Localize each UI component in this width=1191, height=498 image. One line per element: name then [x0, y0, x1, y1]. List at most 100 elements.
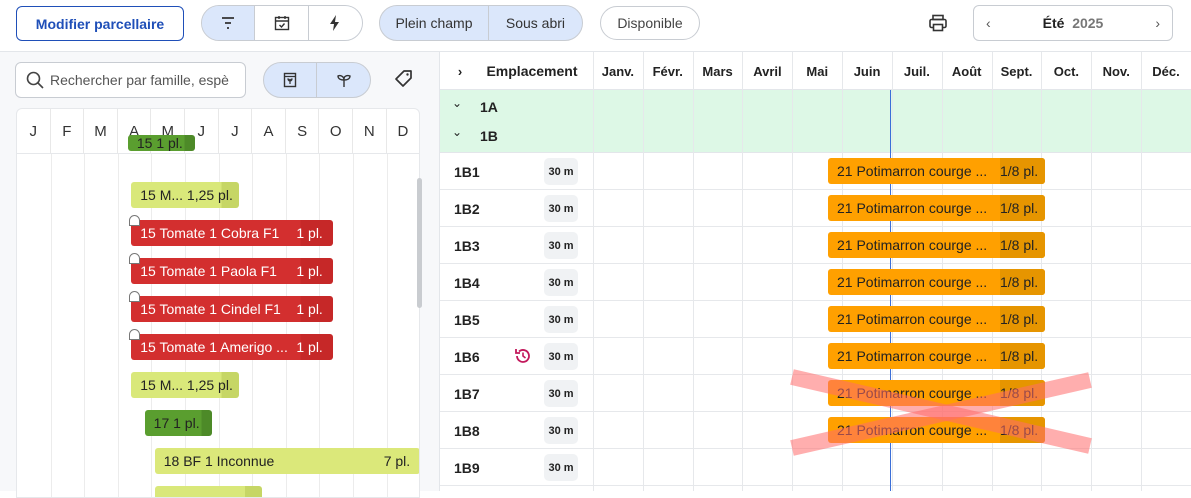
gridline — [792, 52, 793, 491]
month-header: Juil. — [892, 52, 942, 90]
seed-packet-icon[interactable] — [264, 63, 317, 97]
crop-bar[interactable]: 15 M... 1,25 pl. — [131, 372, 239, 398]
location-row[interactable]: 1B8 30 m 21 Potimarron courge ...1/8 pl. — [440, 412, 1191, 449]
crop-type-switch — [263, 62, 371, 98]
header-divider — [17, 153, 420, 154]
gridline — [643, 52, 644, 491]
location-name: 1B3 — [454, 227, 480, 264]
crop-bar[interactable]: 15 1 pl. — [128, 135, 195, 151]
group-1b[interactable]: 1B — [480, 128, 498, 144]
crop-block[interactable]: 21 Potimarron courge ...1/8 pl. — [828, 380, 1045, 406]
crop-block[interactable]: 21 Potimarron courge ...1/8 pl. — [828, 158, 1045, 184]
print-icon[interactable] — [928, 13, 948, 36]
month-header: A — [252, 109, 286, 153]
location-name: 1B7 — [454, 375, 480, 412]
next-season-button[interactable]: › — [1155, 15, 1160, 31]
location-row[interactable]: 1B2 30 m 21 Potimarron courge ...1/8 pl. — [440, 190, 1191, 227]
gridline — [1091, 52, 1092, 491]
location-row[interactable]: 1B5 30 m 21 Potimarron courge ...1/8 pl. — [440, 301, 1191, 338]
gridline — [353, 153, 354, 497]
crop-bar[interactable]: 15 Tomate 1 Amerigo ...1 pl. — [131, 334, 333, 360]
prev-season-button[interactable]: ‹ — [986, 15, 991, 31]
crop-block[interactable]: 21 Potimarron courge ...1/8 pl. — [828, 232, 1045, 258]
crop-block[interactable]: 21 Potimarron courge ...1/8 pl. — [828, 343, 1045, 369]
location-size: 30 m — [544, 195, 578, 222]
crop-block[interactable]: 21 Potimarron courge ...1/8 pl. — [828, 195, 1045, 221]
scrollbar[interactable] — [417, 178, 422, 308]
crop-qty: 1/8 pl. — [1000, 232, 1045, 258]
shelter-icon — [129, 329, 140, 340]
environment-switch: Plein champ Sous abri — [379, 5, 583, 41]
gridline — [387, 153, 388, 497]
crop-block[interactable]: 21 Potimarron courge ...1/8 pl. — [828, 306, 1045, 332]
sous-abri-toggle[interactable]: Sous abri — [489, 6, 582, 40]
calendar-check-icon[interactable] — [255, 6, 308, 40]
season-label: Été — [1043, 15, 1065, 31]
gridline — [593, 52, 594, 491]
crop-bar[interactable]: 15 M... 1,25 pl. — [131, 182, 239, 208]
crop-bar-label: 15 Tomate 1 Cindel F1 — [140, 301, 296, 317]
crop-bar-label: 18 BF 1 Inconnue — [164, 453, 384, 469]
location-size: 30 m — [544, 306, 578, 333]
month-header: Nov. — [1091, 52, 1141, 90]
crop-name: 21 Potimarron courge ... — [828, 311, 1000, 327]
month-header: S — [286, 109, 320, 153]
crop-name: 21 Potimarron courge ... — [828, 348, 1000, 364]
location-size: 30 m — [544, 454, 578, 481]
crop-bar[interactable]: 17 1 pl. — [145, 410, 212, 436]
filter-lines-icon[interactable] — [202, 6, 255, 40]
location-name: 1B8 — [454, 412, 480, 449]
location-size: 30 m — [544, 417, 578, 444]
crop-bar-label: 15 1 pl. — [137, 135, 195, 151]
shelter-icon — [129, 291, 140, 302]
location-name: 1B5 — [454, 301, 480, 338]
gridline — [742, 52, 743, 491]
season-selector: ‹ Été 2025 › — [973, 5, 1173, 41]
crop-block[interactable]: 21 Potimarron courge ...1/8 pl. — [828, 269, 1045, 295]
lightning-icon[interactable] — [309, 6, 362, 40]
crop-qty: 1/8 pl. — [1000, 158, 1045, 184]
sprout-icon[interactable] — [317, 63, 370, 97]
year-label: 2025 — [1072, 15, 1103, 31]
chevron-down-icon[interactable]: ⌄ — [452, 96, 462, 110]
month-header: Oct. — [1041, 52, 1091, 90]
gridline — [118, 153, 119, 497]
edit-parcel-button[interactable]: Modifier parcellaire — [16, 6, 184, 41]
crop-bar-label: 15 Tomate 1 Paola F1 — [140, 263, 296, 279]
crop-bar-label: 15 Tomate 1 Cobra F1 — [140, 225, 296, 241]
history-icon[interactable] — [514, 347, 532, 368]
crop-name: 21 Potimarron courge ... — [828, 163, 1000, 179]
tag-icon[interactable] — [394, 69, 414, 92]
month-header: Juin — [842, 52, 892, 90]
crop-name: 21 Potimarron courge ... — [828, 385, 1000, 401]
month-header: O — [319, 109, 353, 153]
crop-bar-label: 17 1 pl. — [154, 415, 212, 431]
plein-champ-toggle[interactable]: Plein champ — [380, 6, 489, 40]
crop-qty: 1/8 pl. — [1000, 343, 1045, 369]
location-name: 1B2 — [454, 190, 480, 227]
crop-bar[interactable] — [155, 486, 263, 498]
group-1a[interactable]: 1A — [480, 99, 498, 115]
available-toggle[interactable]: Disponible — [600, 6, 700, 40]
expand-all-icon[interactable]: › — [448, 52, 472, 90]
chevron-down-icon[interactable]: ⌄ — [452, 125, 462, 139]
crop-name: 21 Potimarron courge ... — [828, 237, 1000, 253]
crop-bar-qty: 1 pl. — [296, 339, 332, 355]
crop-block[interactable]: 21 Potimarron courge ...1/8 pl. — [828, 417, 1045, 443]
crop-qty: 1/8 pl. — [1000, 417, 1045, 443]
search-input[interactable]: Rechercher par famille, espè — [15, 62, 246, 98]
crop-name: 21 Potimarron courge ... — [828, 200, 1000, 216]
shelter-icon — [129, 215, 140, 226]
month-header: Avril — [742, 52, 792, 90]
